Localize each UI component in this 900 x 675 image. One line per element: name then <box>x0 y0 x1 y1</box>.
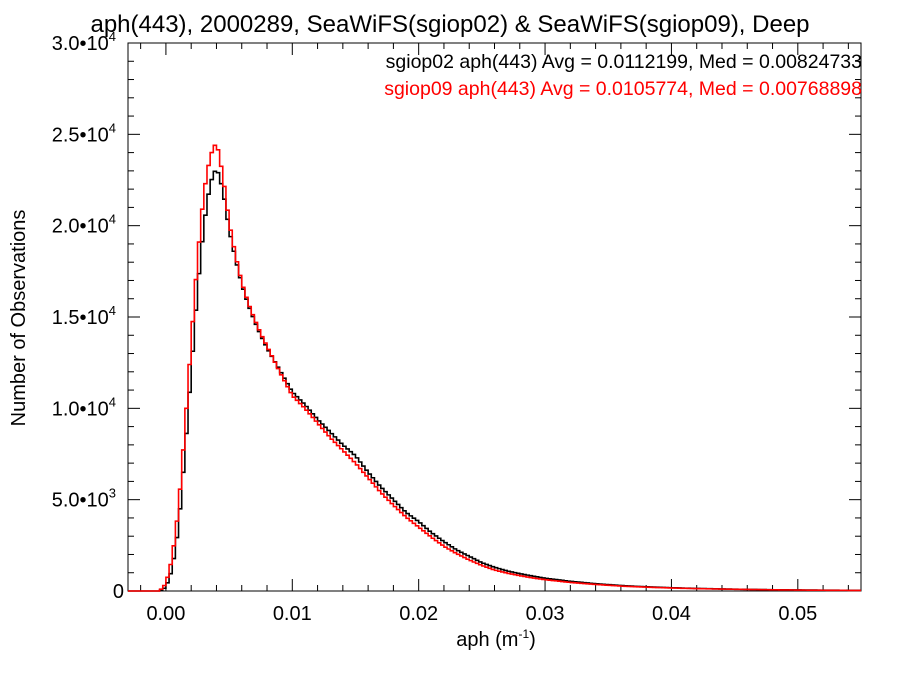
x-axis-label-unit-exponent: -1 <box>518 627 529 641</box>
series-layer <box>128 144 861 592</box>
plot-frame <box>127 42 862 592</box>
y-tick-label: 2.0•104 <box>52 212 116 238</box>
y-tick-label: 3.0•104 <box>52 29 116 55</box>
y-tick-exponent: 4 <box>109 120 116 135</box>
series-line-sgiop02 <box>128 170 861 592</box>
y-tick-label: 5.0•103 <box>52 486 116 512</box>
y-tick-exponent: 4 <box>109 394 116 409</box>
x-tick-label: 0.02 <box>399 603 438 625</box>
y-tick-exponent: 3 <box>109 486 116 501</box>
chart-title: aph(443), 2000289, SeaWiFS(sgiop02) & Se… <box>90 11 809 38</box>
x-axis-label-close: ) <box>529 629 536 651</box>
x-tick-label: 0.00 <box>146 603 185 625</box>
x-tick-label: 0.04 <box>652 603 691 625</box>
x-axis-label: aph (m-1) <box>456 627 536 651</box>
x-tick-label: 0.05 <box>778 603 817 625</box>
x-axis-label-main: aph (m <box>456 629 518 651</box>
x-tick-label: 0.01 <box>273 603 312 625</box>
y-tick-label: 2.5•104 <box>52 120 116 146</box>
y-tick-mantissa: 2.5•10 <box>52 124 109 146</box>
y-tick-mantissa: 1.5•10 <box>52 307 109 329</box>
y-tick-exponent: 4 <box>109 29 116 44</box>
y-tick-label: 1.5•104 <box>52 303 116 329</box>
y-tick-mantissa: 1.0•10 <box>52 398 109 420</box>
y-tick-mantissa: 2.0•10 <box>52 216 109 238</box>
legend-entry-sgiop09: sgiop09 aph(443) Avg = 0.0105774, Med = … <box>384 78 862 100</box>
y-tick-mantissa: 3.0•10 <box>52 33 109 55</box>
y-tick-exponent: 4 <box>109 212 116 227</box>
y-tick-label: 1.0•104 <box>52 394 116 420</box>
y-tick-mantissa: 5.0•10 <box>52 490 109 512</box>
y-tick-label: 0 <box>113 581 124 603</box>
x-tick-label: 0.03 <box>526 603 565 625</box>
y-axis-label: Number of Observations <box>8 210 30 427</box>
axis-ticks: 0.00 0.01 0.02 0.03 0.04 0.0505.0•1031.0•1041… <box>52 29 861 625</box>
legend-entry-sgiop02: sgiop02 aph(443) Avg = 0.0112199, Med = … <box>386 51 862 73</box>
series-line-sgiop09 <box>128 144 861 592</box>
y-tick-exponent: 4 <box>109 303 116 318</box>
